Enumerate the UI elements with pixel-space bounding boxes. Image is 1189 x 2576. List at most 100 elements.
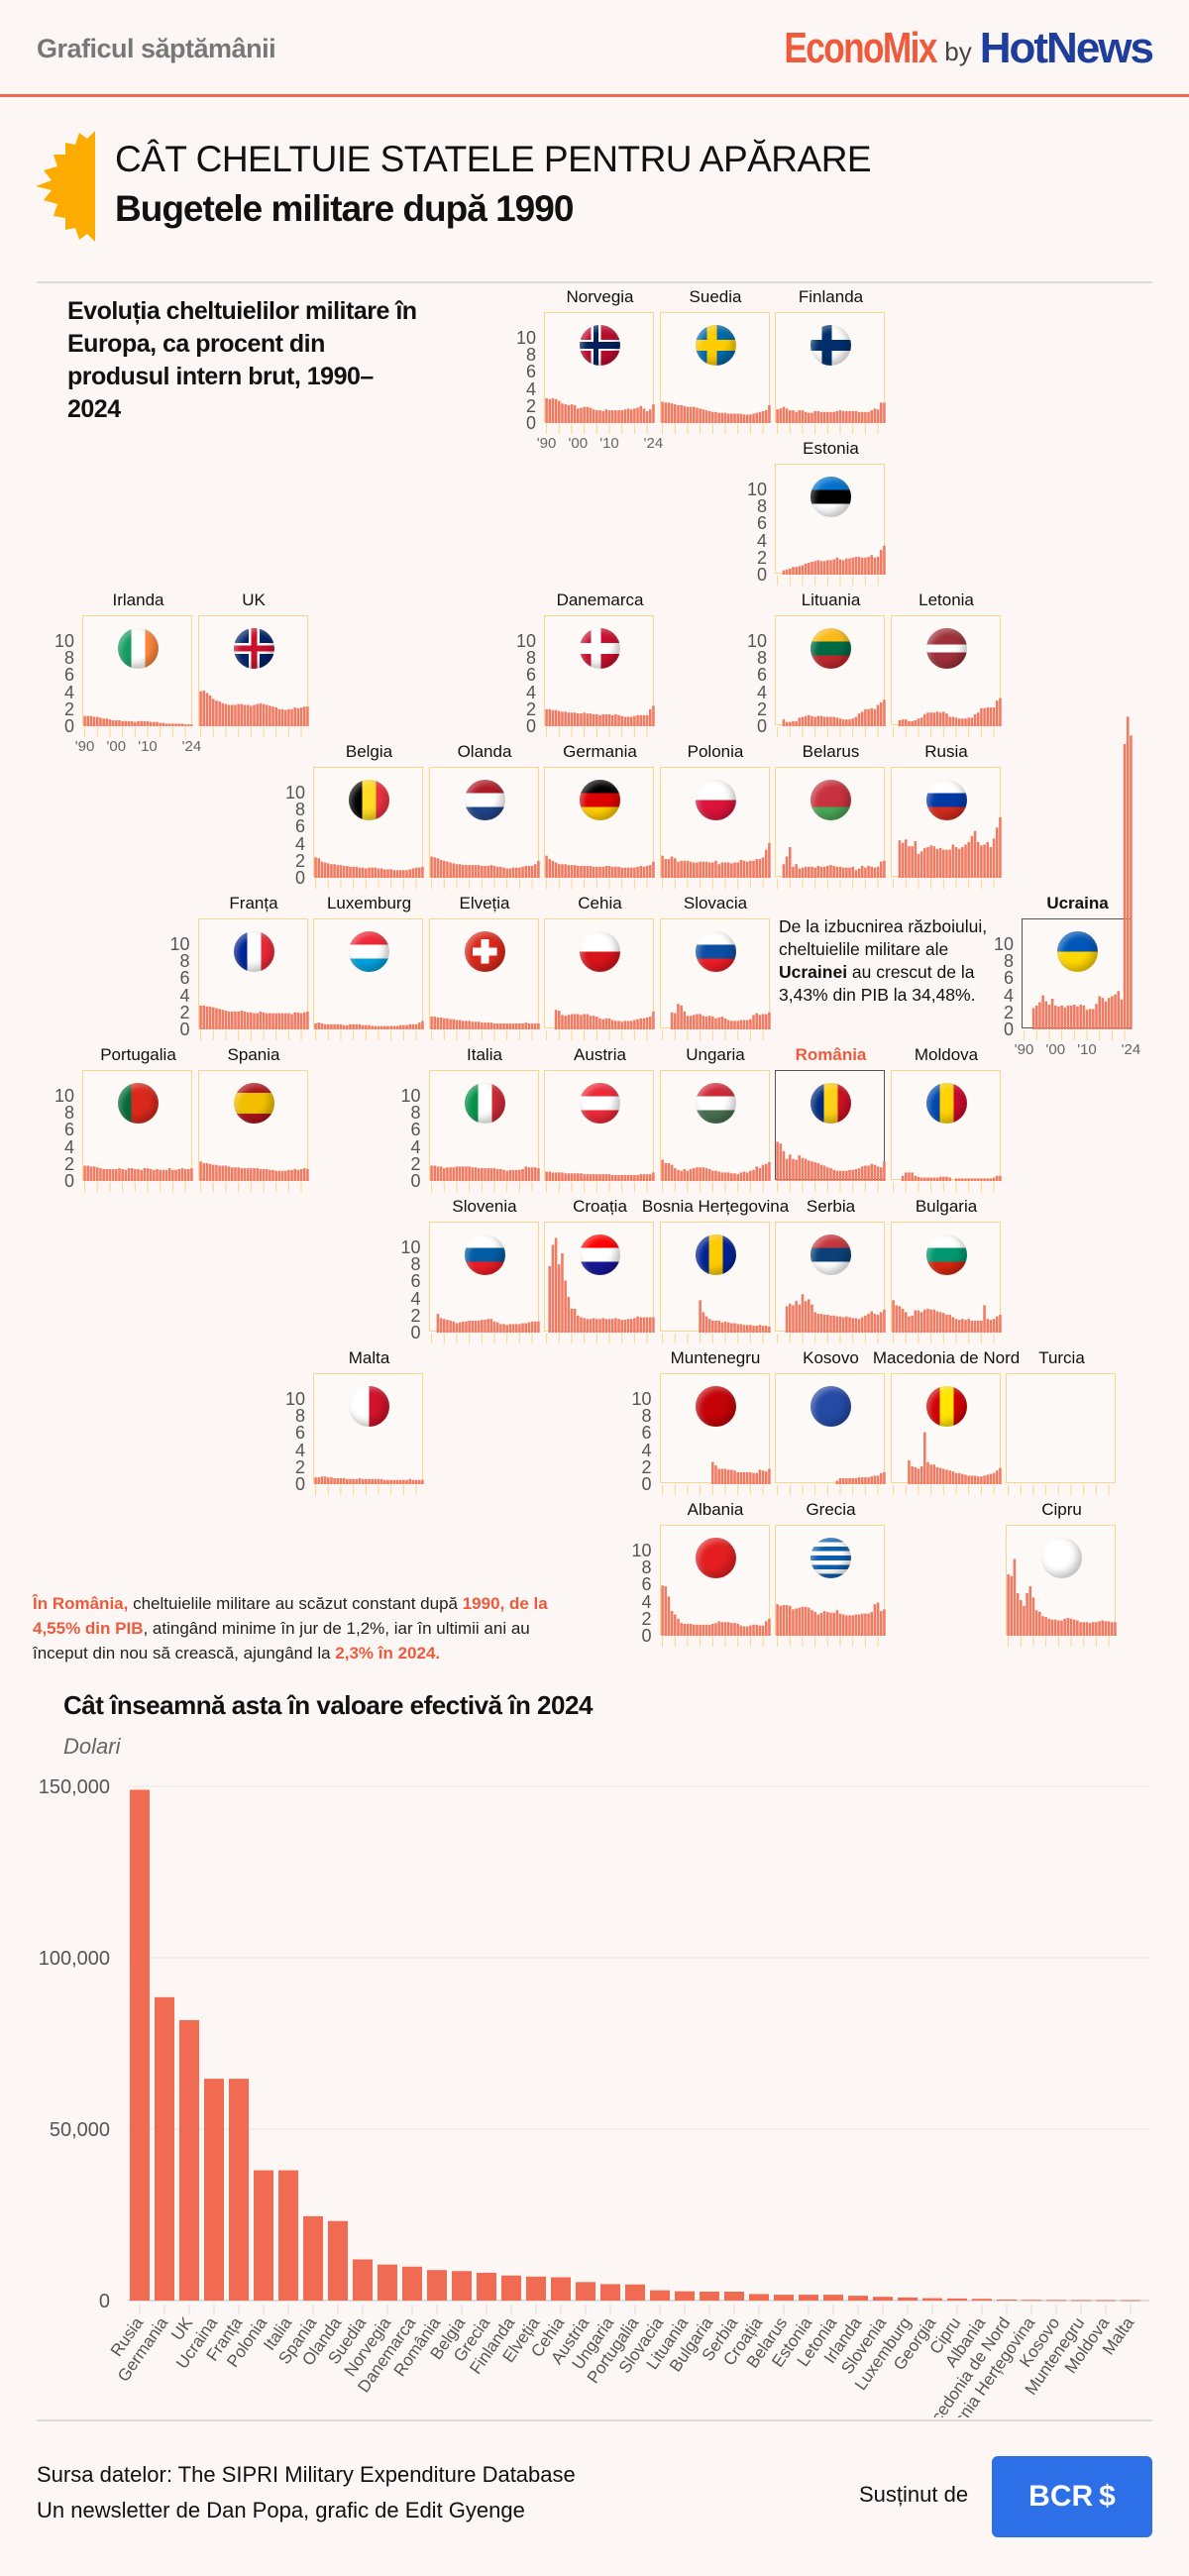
bar: [732, 1623, 736, 1636]
bcr-sponsor-button[interactable]: BCR $: [992, 2456, 1152, 2537]
bar: [179, 2019, 199, 2301]
bar: [692, 1015, 696, 1029]
bar: [586, 713, 590, 726]
country-bar-chart: [777, 545, 886, 586]
bar: [314, 1477, 317, 1484]
country-label: Belgia: [345, 742, 393, 761]
bar: [851, 1477, 854, 1484]
bar: [1038, 1002, 1041, 1029]
bar: [801, 410, 805, 423]
bar: [604, 1319, 608, 1333]
y-tick-label: 8: [641, 1406, 652, 1427]
bar: [652, 404, 655, 423]
bar: [845, 1615, 848, 1636]
bar: [704, 1017, 707, 1029]
bar: [186, 1168, 190, 1181]
bar: [723, 862, 726, 878]
bar: [898, 1306, 901, 1333]
bar: [995, 700, 999, 726]
bar: [633, 1174, 636, 1181]
country-panel: Lituania 0 2 4 6 8 10: [747, 590, 886, 737]
bar: [645, 714, 649, 726]
bar: [626, 716, 630, 726]
bar: [445, 1320, 449, 1333]
bar: [355, 1023, 359, 1029]
bar: [679, 860, 683, 878]
bar: [607, 410, 611, 423]
bar: [848, 1477, 851, 1484]
bar: [429, 1017, 433, 1029]
bar: [698, 408, 702, 423]
flag-icon: [233, 1083, 274, 1124]
bar: [1046, 2300, 1066, 2302]
country-panel: Bosnia Herțegovina: [642, 1197, 789, 1343]
bcr-label: BCR: [1028, 2480, 1094, 2513]
bar: [214, 1008, 218, 1029]
bar: [707, 1624, 710, 1636]
bar: [320, 1476, 324, 1484]
bar: [217, 1165, 221, 1181]
bar: [477, 2272, 496, 2301]
bar: [477, 865, 480, 878]
bar: [167, 723, 171, 726]
bar: [848, 558, 851, 575]
bar: [1085, 1010, 1089, 1029]
bar: [860, 411, 864, 423]
bar: [879, 550, 883, 575]
x-tick-label: '00: [106, 738, 127, 755]
y-tick-label: 8: [525, 648, 536, 669]
bar: [782, 570, 786, 575]
y-tick-label: 4: [63, 1136, 74, 1157]
bar: [870, 1163, 874, 1181]
bar: [970, 717, 973, 726]
y-tick-label: 8: [410, 1254, 421, 1275]
country-label: Letonia: [919, 590, 974, 609]
bar: [966, 1475, 970, 1484]
bar: [785, 721, 789, 726]
country-label: Franța: [229, 894, 278, 912]
bar: [530, 1167, 533, 1181]
bar: [966, 841, 970, 878]
bar: [914, 719, 917, 726]
x-tick-label: '90: [74, 738, 95, 755]
bar: [432, 857, 436, 878]
bar: [580, 1015, 583, 1029]
bar: [610, 714, 614, 726]
bar: [305, 1011, 309, 1029]
y-tick-label: 8: [756, 648, 767, 669]
bar: [870, 866, 874, 878]
bar: [689, 861, 692, 878]
bar: [970, 1178, 973, 1181]
divider: [37, 2419, 1152, 2421]
bar: [595, 410, 598, 423]
bar: [577, 1014, 580, 1029]
bar: [595, 713, 598, 726]
country-bar-chart: [545, 705, 655, 737]
bar: [716, 1171, 720, 1181]
bar: [1076, 1620, 1079, 1636]
bar: [745, 1020, 748, 1029]
bar: [857, 868, 861, 878]
bar: [1095, 1622, 1098, 1636]
bar: [614, 713, 617, 726]
y-tick-label: 6: [179, 968, 190, 989]
bar: [517, 1324, 521, 1333]
bar: [811, 715, 813, 726]
bar: [742, 1325, 745, 1333]
bar: [673, 404, 677, 423]
bar: [720, 862, 723, 878]
bar: [280, 1170, 283, 1181]
country-panel: Moldova: [890, 1045, 1002, 1192]
bar: [477, 1021, 480, 1029]
bar: [841, 1477, 845, 1484]
economix-hotnews-logo[interactable]: EconoMix by HotNews: [746, 24, 1154, 73]
bar: [835, 1480, 839, 1484]
bar: [801, 1606, 805, 1636]
bar: [854, 1318, 858, 1333]
bar: [907, 720, 911, 726]
bar: [483, 1168, 486, 1181]
bar: [742, 1471, 745, 1484]
bar: [208, 1163, 211, 1181]
bar: [979, 707, 983, 726]
bar: [904, 1172, 908, 1181]
